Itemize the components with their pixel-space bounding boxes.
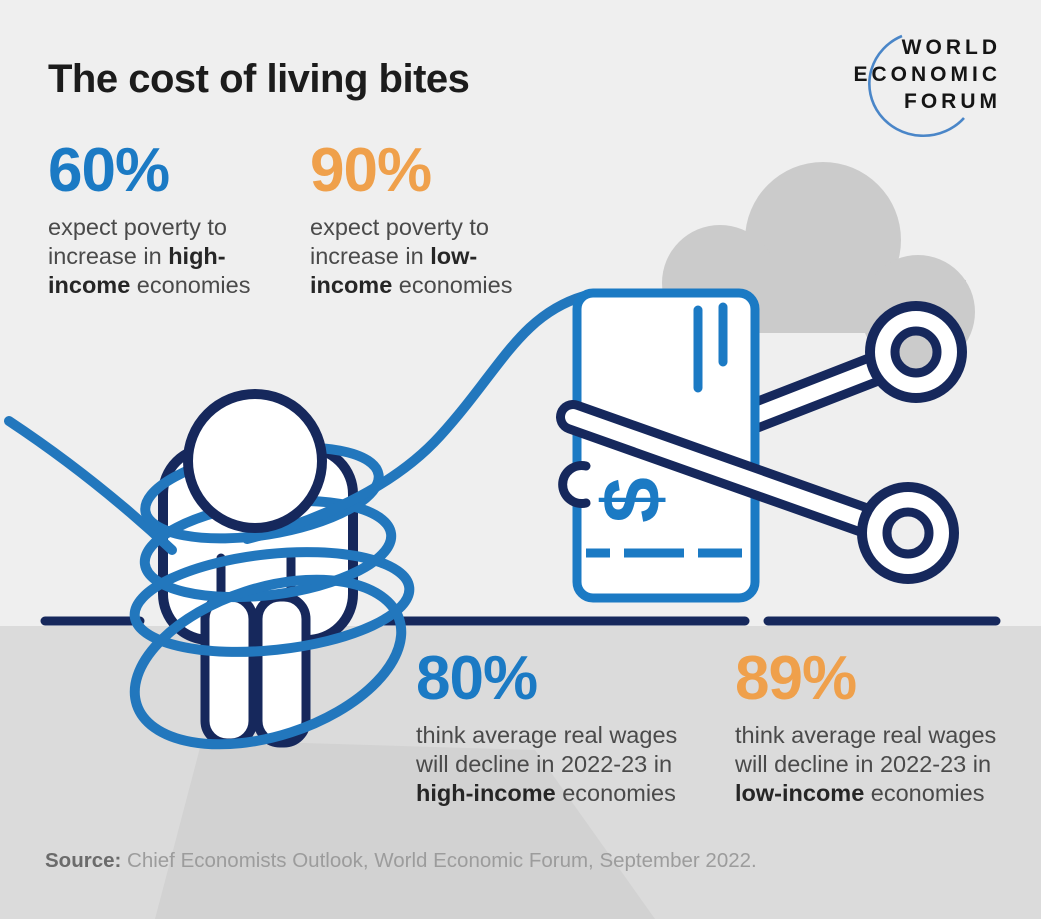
stat-description: think average real wages will decline in… [416,722,678,806]
page-title: The cost of living bites [48,56,470,101]
stat-poverty-high-income: 60% expect poverty to increase in high- … [48,140,250,300]
wef-logo-line: WORLD [901,36,1001,59]
stat-description: expect poverty to increase in high- inco… [48,214,251,298]
wef-logo-line: FORUM [904,90,1001,113]
stat-value: 80% [416,644,538,713]
stat-wages-low-income: 89% think average real wages will declin… [735,648,996,808]
stat-value: 90% [310,136,432,205]
ground [0,626,1041,919]
source-line: Source: Chief Economists Outlook, World … [45,849,757,873]
scissors-blade-tip-hook [558,461,591,508]
stat-wages-high-income: 80% think average real wages will declin… [416,648,677,808]
stat-value: 89% [735,644,857,713]
wef-logo: WORLD ECONOMIC FORUM [854,34,1002,115]
wef-logo-line: ECONOMIC [853,63,1001,86]
source-text: Chief Economists Outlook, World Economic… [121,849,757,872]
dollar-sign: $ [587,477,678,523]
scissors-icon [556,301,967,584]
stat-description: think average real wages will decline in… [735,722,997,806]
wef-logo-arc-icon [868,34,965,138]
person-head [183,389,327,533]
spotlight-shadow-beam [155,740,655,919]
stat-value: 60% [48,136,170,205]
stat-poverty-low-income: 90% expect poverty to increase in low- i… [310,140,512,300]
stat-description: expect poverty to increase in low- incom… [310,214,513,298]
source-label: Source: [45,849,122,872]
rope-icon [4,291,589,750]
